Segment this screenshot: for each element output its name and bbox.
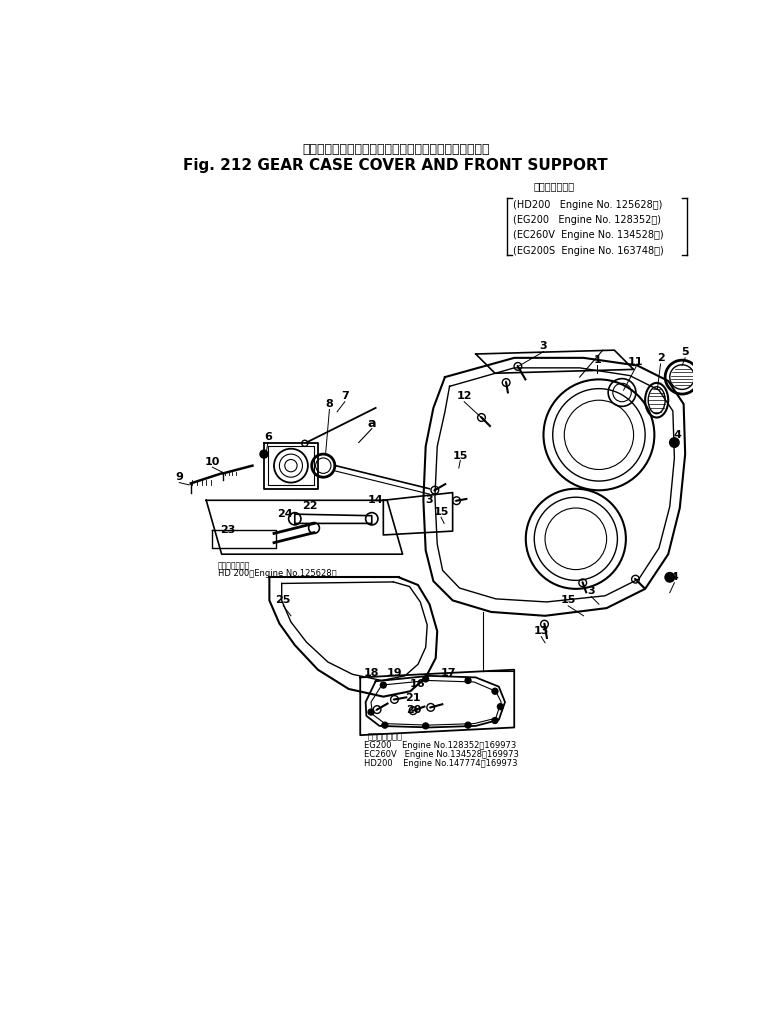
Text: 5: 5 [682, 347, 689, 358]
Text: 24: 24 [277, 509, 293, 519]
Circle shape [382, 722, 388, 728]
Circle shape [260, 450, 268, 458]
Text: (EG200S  Engine No. 163748～): (EG200S Engine No. 163748～) [513, 246, 663, 256]
Circle shape [465, 678, 471, 684]
Text: 7: 7 [341, 392, 349, 402]
Text: 3: 3 [540, 341, 547, 352]
Text: (EC260V  Engine No. 134528～): (EC260V Engine No. 134528～) [513, 231, 663, 241]
Text: HD 200．Engine No.125628～: HD 200．Engine No.125628～ [218, 569, 337, 578]
Circle shape [497, 703, 503, 709]
Text: 17: 17 [441, 667, 456, 678]
Text: 6: 6 [264, 433, 272, 442]
Text: ギヤー　ケース　カバー　および　フロント　サポート: ギヤー ケース カバー および フロント サポート [302, 144, 489, 157]
Text: 15: 15 [560, 596, 576, 606]
Text: EC260V   Engine No.134528～169973: EC260V Engine No.134528～169973 [364, 750, 519, 758]
Text: 15: 15 [433, 506, 449, 517]
Text: 22: 22 [303, 501, 318, 511]
Text: 10: 10 [205, 457, 220, 466]
Text: HD200    Engine No.147774～169973: HD200 Engine No.147774～169973 [364, 760, 517, 768]
Text: 8: 8 [326, 399, 334, 409]
Text: 13: 13 [533, 626, 549, 637]
Circle shape [670, 438, 679, 447]
Text: 3: 3 [587, 586, 595, 597]
Text: 適　用　号　機: 適 用 号 機 [218, 562, 250, 570]
Text: 2: 2 [657, 353, 665, 363]
Circle shape [422, 675, 428, 682]
Text: 9: 9 [175, 473, 183, 482]
Text: 23: 23 [220, 525, 235, 535]
Circle shape [665, 573, 675, 582]
Text: 18: 18 [364, 667, 379, 678]
Text: 12: 12 [456, 392, 472, 402]
Text: 適　用　号　機: 適 用 号 機 [533, 181, 574, 191]
Circle shape [368, 709, 374, 715]
Text: (EG200   Engine No. 128352～): (EG200 Engine No. 128352～) [513, 215, 661, 226]
Text: 4: 4 [670, 572, 679, 582]
Circle shape [381, 682, 387, 688]
Text: 21: 21 [405, 693, 420, 703]
Text: a: a [367, 417, 376, 429]
Text: Fig. 212 GEAR CASE COVER AND FRONT SUPPORT: Fig. 212 GEAR CASE COVER AND FRONT SUPPO… [183, 158, 608, 173]
Circle shape [492, 718, 498, 724]
Text: EG200    Engine No.128352～169973: EG200 Engine No.128352～169973 [364, 741, 516, 749]
Text: 14: 14 [367, 495, 384, 505]
Text: 3: 3 [425, 495, 433, 505]
Text: 1: 1 [594, 355, 601, 365]
Text: 適　用　号　機: 適 用 号 機 [368, 732, 403, 741]
Circle shape [422, 723, 428, 729]
Text: 4: 4 [673, 429, 682, 440]
Text: 25: 25 [276, 596, 291, 606]
Circle shape [492, 688, 498, 694]
Circle shape [465, 722, 471, 728]
Text: 16: 16 [409, 679, 425, 689]
Text: 11: 11 [628, 357, 644, 367]
Text: (HD200   Engine No. 125628～): (HD200 Engine No. 125628～) [513, 200, 662, 210]
Text: 19: 19 [387, 667, 403, 678]
Text: 15: 15 [452, 451, 468, 460]
Text: 20: 20 [406, 705, 422, 714]
